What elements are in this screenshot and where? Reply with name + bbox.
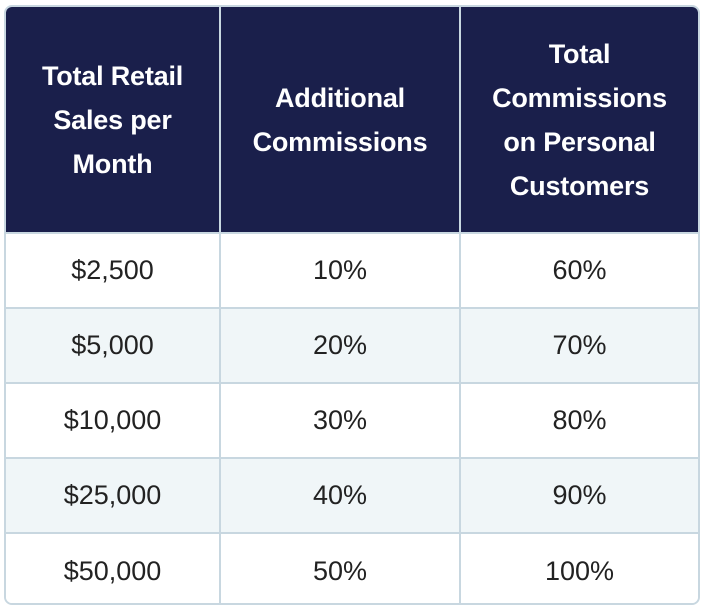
table-header-row: Total Retail Sales per Month Additional …	[6, 7, 698, 233]
commission-table-container: Total Retail Sales per Month Additional …	[4, 5, 700, 605]
cell-sales: $10,000	[6, 382, 220, 458]
header-additional-commissions: Additional Commissions	[219, 7, 460, 233]
cell-sales: $5,000	[6, 307, 220, 383]
cell-total: 80%	[459, 382, 698, 458]
cell-additional: 10%	[219, 232, 460, 308]
cell-total: 70%	[459, 307, 698, 383]
cell-additional: 50%	[219, 532, 460, 603]
commission-table: Total Retail Sales per Month Additional …	[6, 7, 698, 603]
cell-additional: 20%	[219, 307, 460, 383]
cell-total: 90%	[459, 457, 698, 533]
header-total-retail-sales: Total Retail Sales per Month	[6, 7, 220, 233]
cell-sales: $50,000	[6, 532, 220, 603]
table-row: $25,000 40% 90%	[6, 457, 698, 533]
cell-total: 100%	[459, 532, 698, 603]
table-row: $10,000 30% 80%	[6, 382, 698, 458]
table-row: $5,000 20% 70%	[6, 307, 698, 383]
table-row: $2,500 10% 60%	[6, 232, 698, 308]
cell-sales: $2,500	[6, 232, 220, 308]
cell-total: 60%	[459, 232, 698, 308]
cell-sales: $25,000	[6, 457, 220, 533]
header-total-commissions: Total Commissions on Personal Customers	[459, 7, 698, 233]
cell-additional: 30%	[219, 382, 460, 458]
cell-additional: 40%	[219, 457, 460, 533]
table-row: $50,000 50% 100%	[6, 532, 698, 603]
